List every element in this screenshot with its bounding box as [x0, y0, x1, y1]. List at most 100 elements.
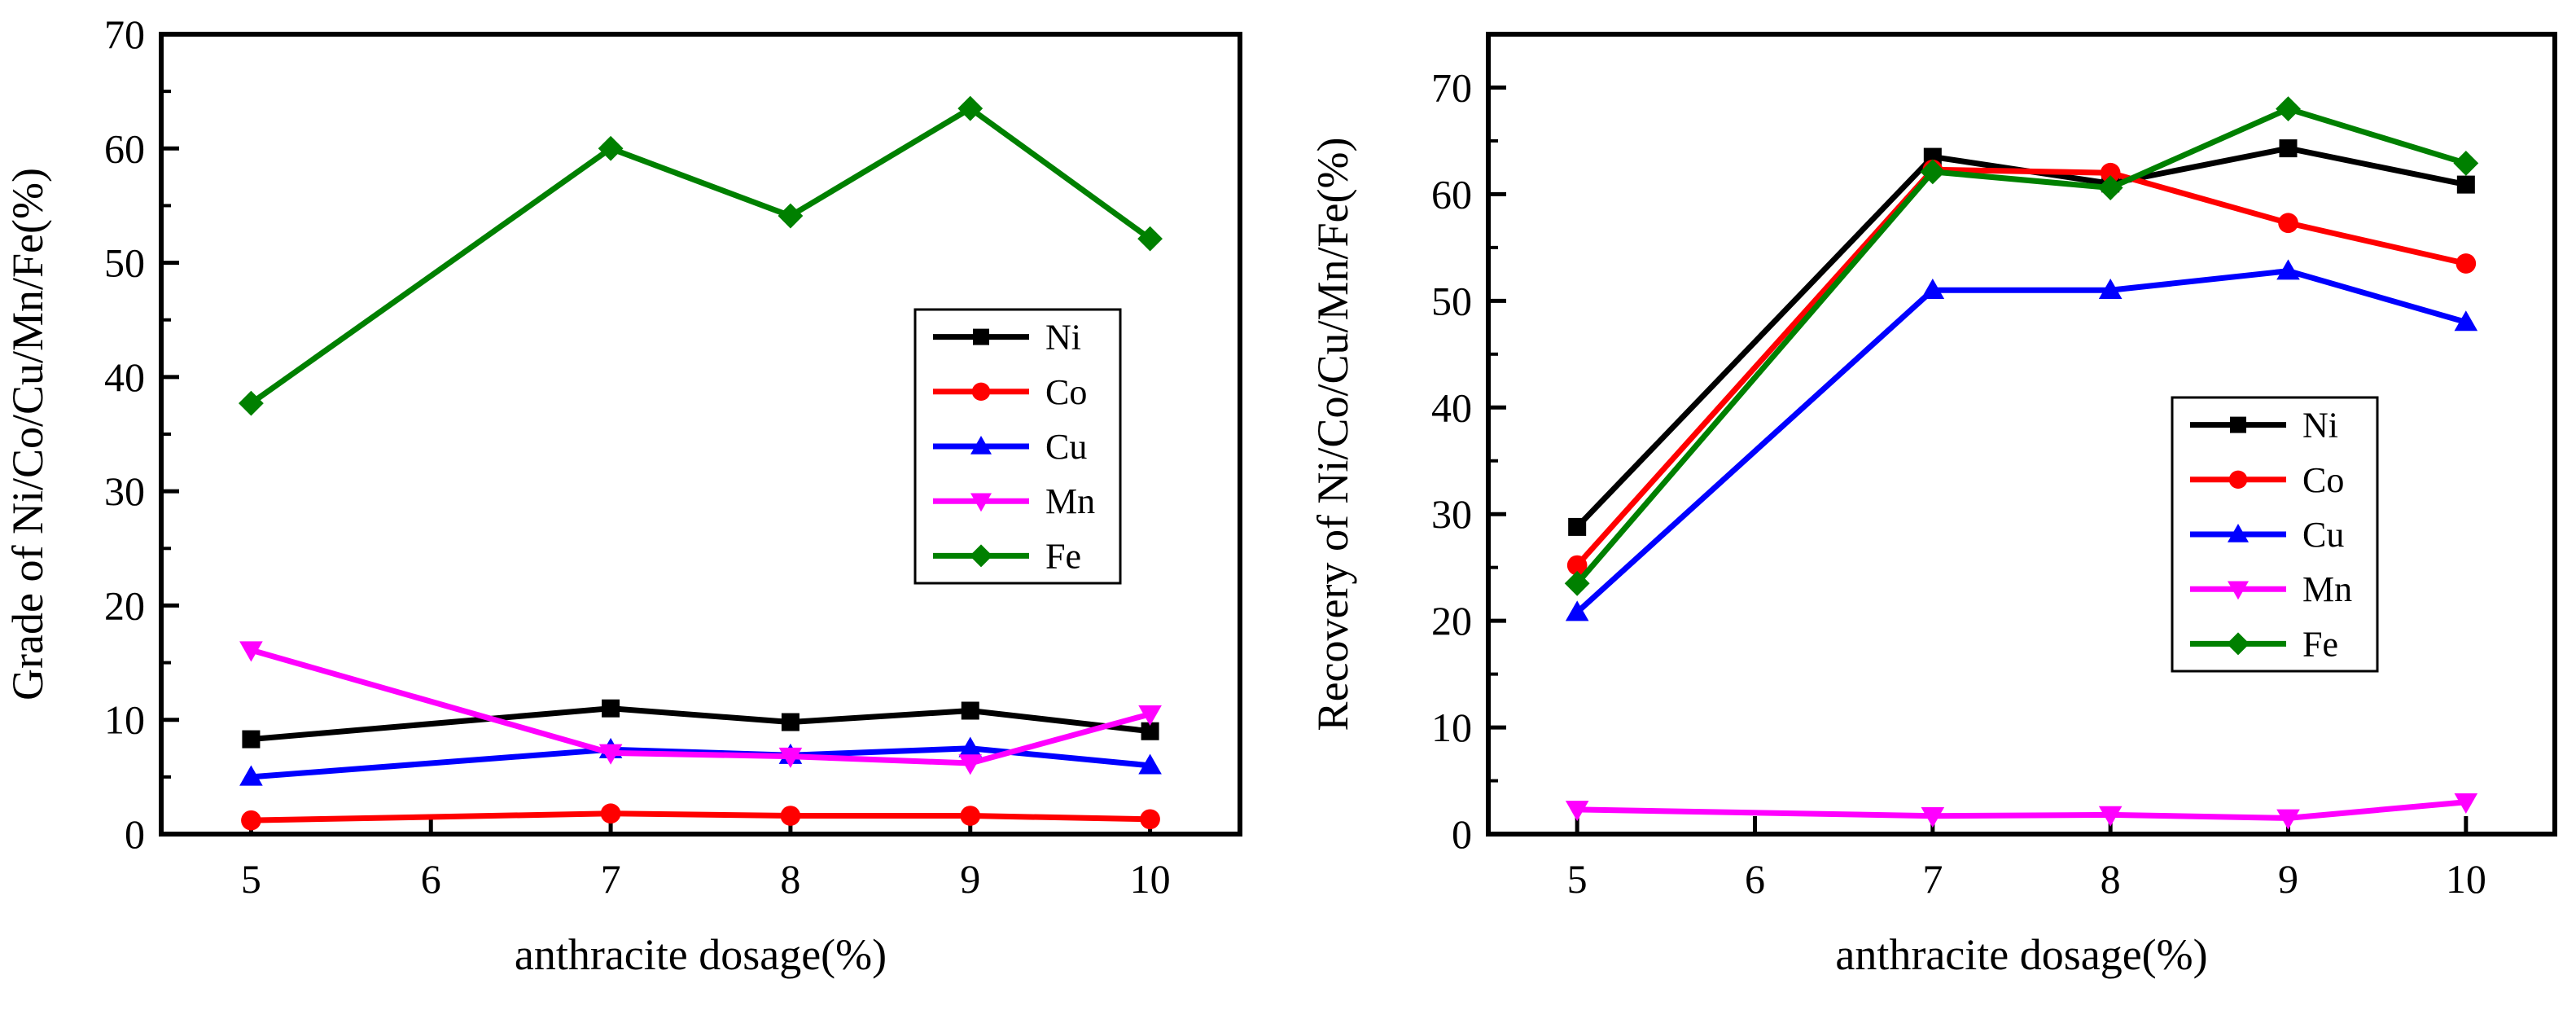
legend-label: Cu [2302, 515, 2344, 555]
data-point-fe [2276, 96, 2301, 122]
data-point-cu [2454, 310, 2478, 332]
data-point-fe [778, 203, 804, 229]
data-point-co [2100, 162, 2121, 183]
data-point-cu [1138, 753, 1162, 775]
data-point-fe [598, 135, 624, 161]
legend-label: Mn [1045, 481, 1095, 521]
legend-marker-ni [973, 328, 989, 345]
chart-panel-2: 5 6 7 8 9 10 0 10 20 30 40 50 60 70 anthracite dosage(… [1308, 32, 2557, 979]
data-point-mn [1921, 807, 1945, 828]
legend-marker-fe [2227, 632, 2250, 656]
x-tick-label: 9 [2278, 856, 2298, 902]
y-tick-label: 20 [1431, 598, 1472, 643]
legend-marker-co [2228, 470, 2248, 489]
data-point-mn [1138, 705, 1162, 726]
y-tick-label: 0 [125, 811, 145, 857]
data-point-ni [2279, 139, 2298, 158]
legend-label: Ni [2302, 406, 2338, 446]
x-tick-label: 8 [2101, 856, 2121, 902]
x-tick-label: 10 [1130, 856, 1171, 902]
x-tick-label: 8 [780, 856, 800, 902]
data-point-fe [2453, 151, 2479, 176]
x-tick-label: 7 [1922, 856, 1943, 902]
data-point-co [1566, 555, 1588, 576]
x-tick-label: 6 [421, 856, 441, 902]
y-tick-label: 10 [1431, 705, 1472, 750]
data-point-mn [239, 641, 263, 662]
legend-label: Fe [2302, 624, 2338, 664]
legend-marker-cu [970, 436, 992, 455]
series-line-co [251, 810, 1150, 823]
data-point-cu [2098, 278, 2123, 299]
y-tick-label: 10 [104, 697, 145, 743]
data-point-co [2456, 253, 2477, 274]
data-point-mn [2098, 806, 2123, 827]
data-point-mn [958, 754, 983, 775]
data-point-fe [1920, 159, 1946, 185]
data-point-cu [958, 736, 983, 758]
series-line-ni [251, 705, 1150, 743]
legend-label: Co [1045, 372, 1087, 412]
x-tick-label: 7 [601, 856, 621, 902]
data-point-co [241, 810, 261, 831]
y-tick-label: 0 [1452, 811, 1472, 857]
y-tick-label: 30 [104, 468, 145, 514]
data-point-co [2278, 213, 2298, 234]
data-point-fe [239, 390, 264, 416]
data-point-fe [1137, 226, 1163, 252]
x-axis-title: anthracite dosage(%) [1835, 930, 2207, 979]
legend-label: Mn [2302, 569, 2352, 609]
y-tick-label: 40 [104, 354, 145, 400]
x-axis-title: anthracite dosage(%) [515, 930, 887, 979]
data-point-cu [2276, 259, 2300, 280]
y-tick-label: 60 [104, 125, 145, 171]
y-tick-label: 40 [1431, 384, 1472, 430]
x-tick-label: 10 [2446, 856, 2486, 902]
legend-marker-mn [2228, 581, 2249, 600]
data-point-ni [781, 713, 800, 731]
x-tick-label: 6 [1745, 856, 1765, 902]
data-point-co [600, 803, 621, 824]
legend: Ni Co Cu Mn Fe [913, 308, 1122, 585]
y-tick-label: 60 [1431, 171, 1472, 217]
legend-label: Co [2302, 460, 2344, 500]
data-point-mn [2276, 809, 2300, 830]
y-tick-label: 50 [104, 240, 145, 286]
chart-panel-1: 5 6 7 8 9 10 0 10 20 30 40 50 60 70 anthracite dosage(… [3, 11, 1242, 979]
legend-label: Cu [1045, 427, 1087, 467]
data-point-co [1140, 809, 1160, 830]
data-point-ni [242, 730, 261, 749]
x-tick-label: 5 [1567, 856, 1588, 902]
data-point-cu [239, 765, 263, 786]
legend-label: Ni [1045, 318, 1081, 358]
x-tick-label: 5 [241, 856, 261, 902]
y-tick-label: 70 [104, 11, 145, 57]
series-line-mn [250, 647, 1151, 766]
legend-marker-mn [970, 493, 992, 512]
data-point-ni [1568, 517, 1587, 536]
data-point-ni [961, 701, 979, 720]
y-tick-label: 30 [1431, 491, 1472, 537]
data-point-fe [957, 95, 984, 121]
data-point-ni [602, 699, 620, 718]
data-point-ni [1141, 722, 1159, 740]
y-axis-title: Grade of Ni/Co/Cu/Mn/Fe(%) [3, 168, 52, 700]
data-point-fe [1564, 570, 1590, 596]
plot-frame [1486, 32, 2557, 837]
legend-marker-ni [2230, 416, 2246, 433]
legend-marker-cu [2228, 524, 2249, 542]
data-point-mn [2454, 793, 2478, 815]
y-tick-label: 70 [1431, 64, 1472, 110]
legend-marker-fe [970, 544, 992, 568]
y-tick-label: 50 [1431, 278, 1472, 323]
legend-label: Fe [1045, 536, 1081, 576]
data-point-cu [1565, 600, 1589, 621]
data-point-fe [2097, 175, 2123, 200]
legend: Ni Co Cu Mn Fe [2171, 396, 2379, 673]
data-point-mn [778, 747, 803, 768]
data-point-co [960, 806, 981, 826]
data-point-ni [2456, 175, 2475, 194]
series-line-mn [1577, 799, 2467, 821]
x-tick-label: 9 [960, 856, 980, 902]
